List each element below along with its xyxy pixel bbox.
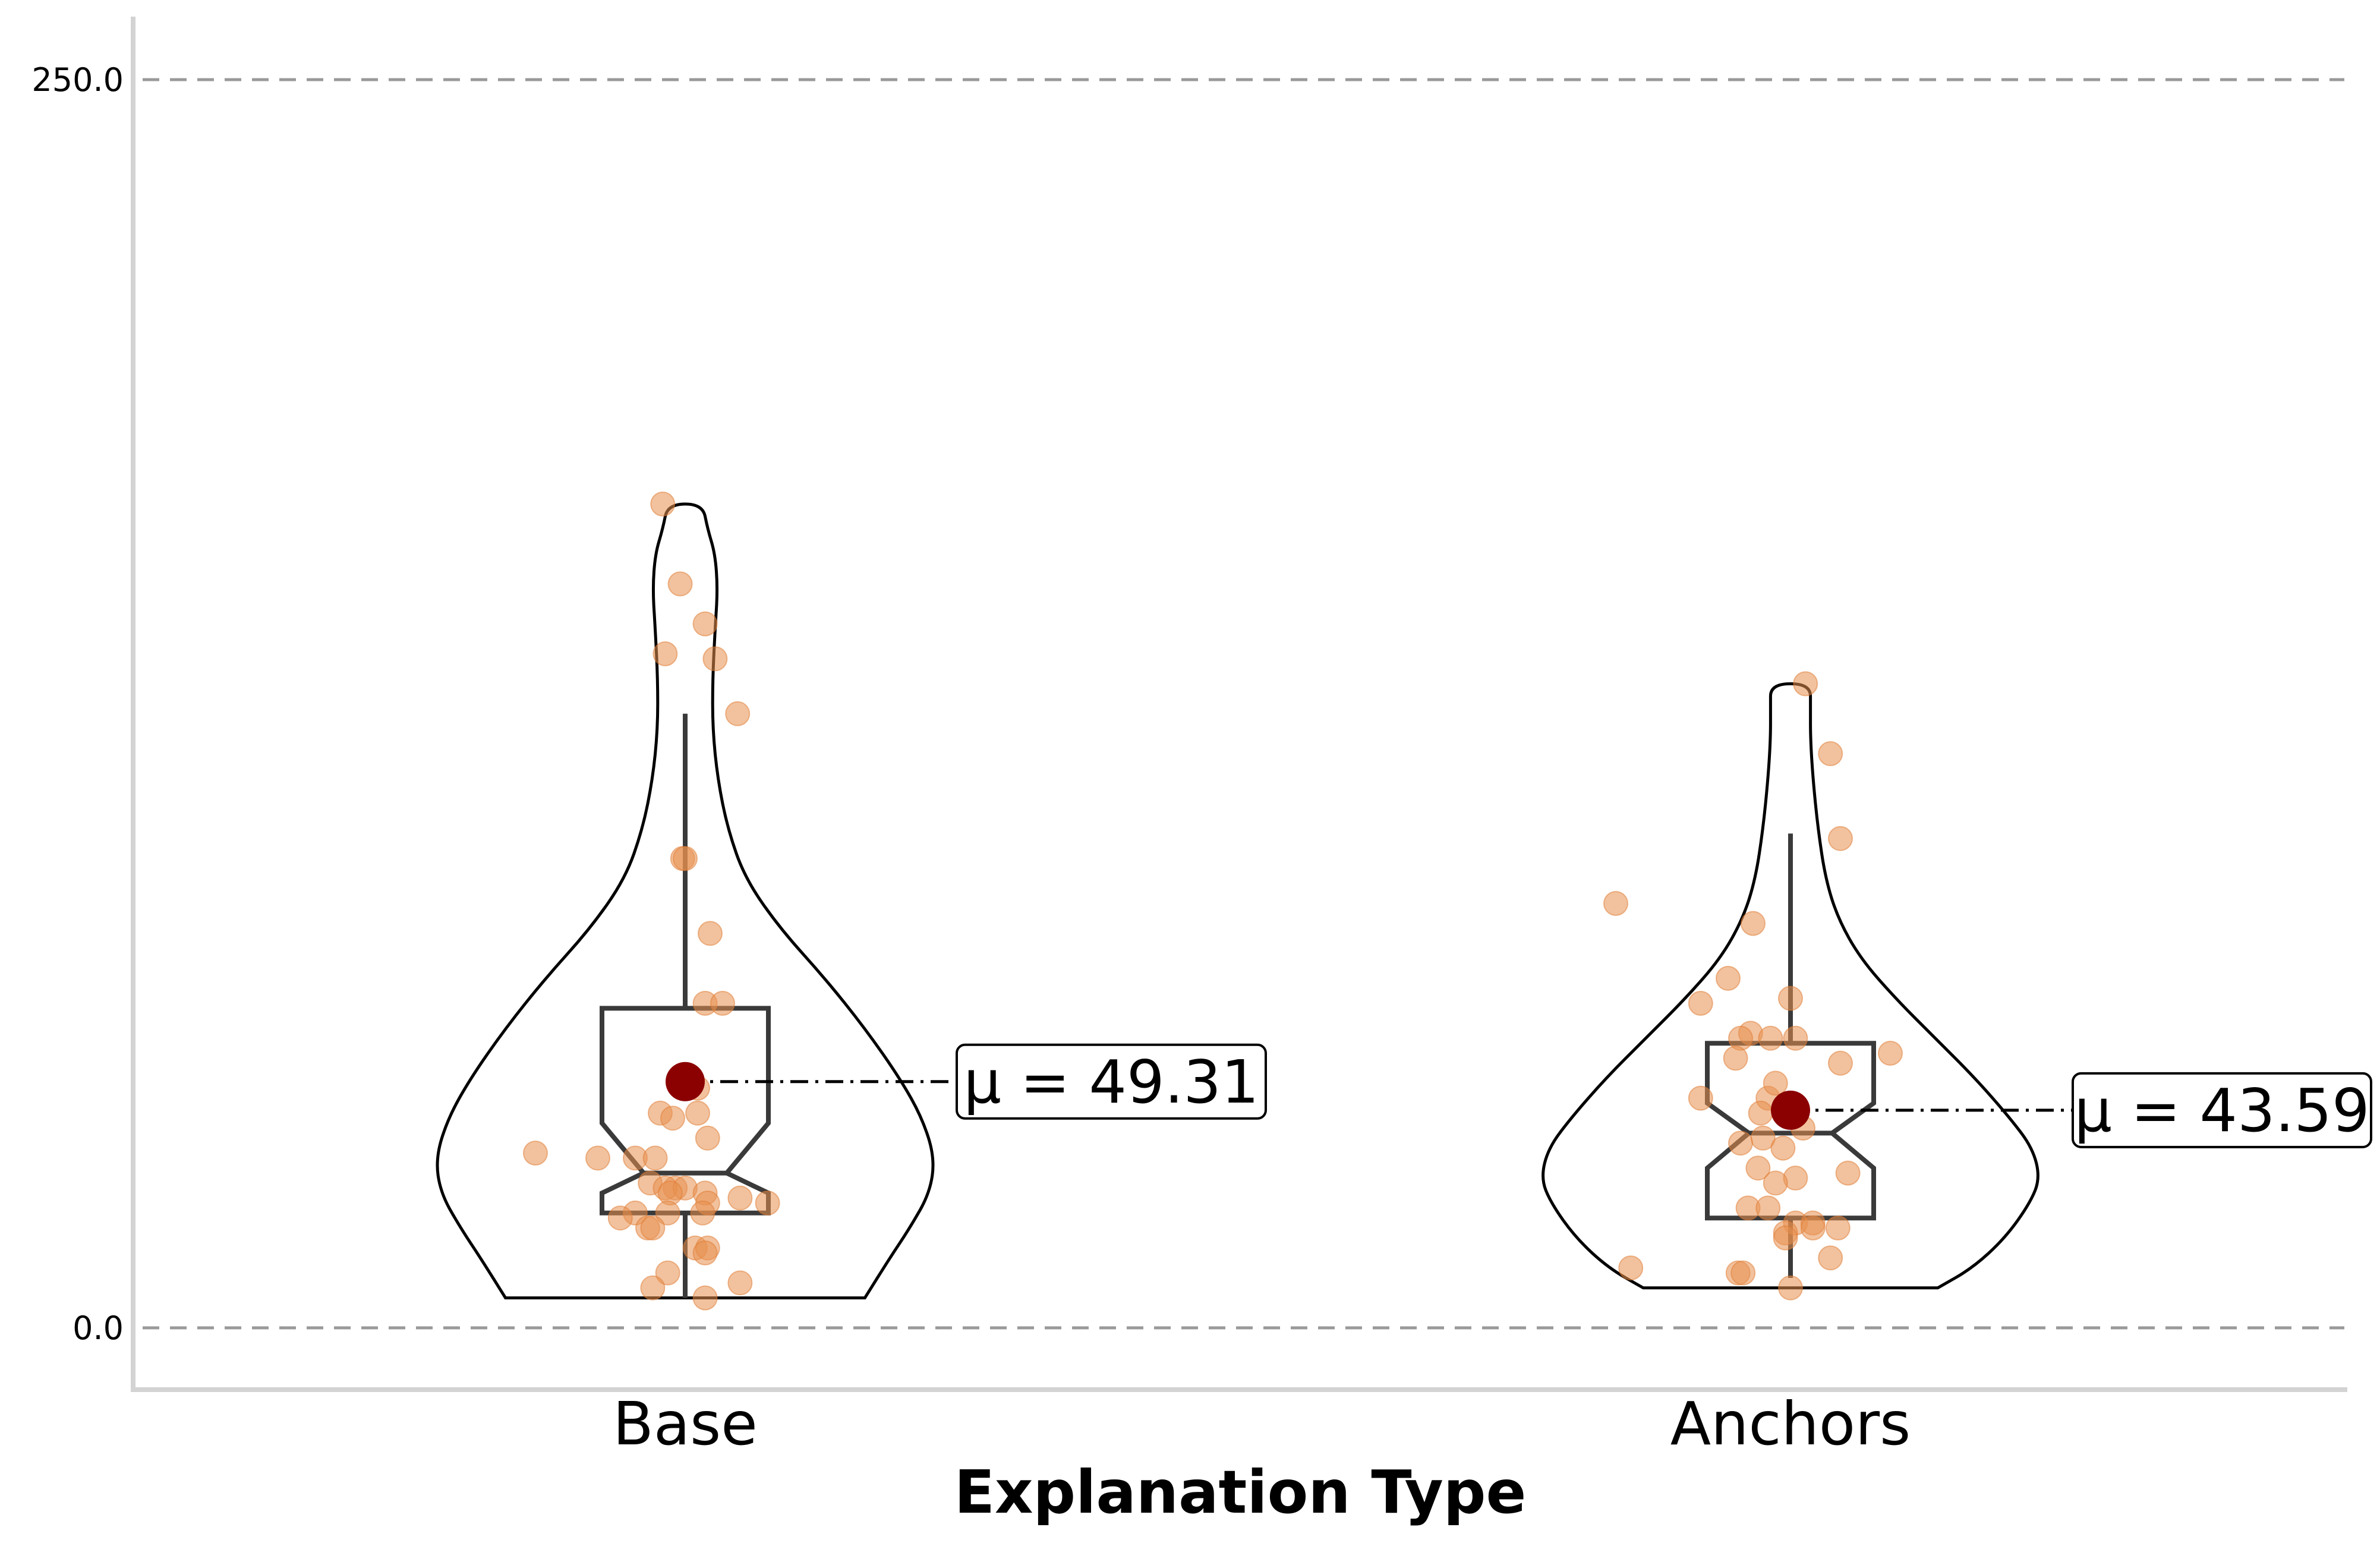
mean-marker [666,1062,705,1101]
violin-group-anchors: μ = 43.59 [1542,671,2372,1300]
y-tick-label: 0.0 [72,1309,124,1347]
data-point [695,1125,720,1151]
y-tick-label: 250.0 [31,61,124,99]
data-point [725,701,751,726]
data-point [1825,1215,1851,1240]
data-point [685,1100,710,1126]
data-point [667,571,693,597]
data-point [692,1285,718,1311]
data-point [652,641,678,666]
gridlines [143,78,2344,1330]
data-point [1728,1131,1753,1156]
data-point [690,1200,715,1226]
data-point [1773,1225,1798,1251]
data-point [660,1106,685,1131]
data-point [650,492,676,517]
data-point [673,846,698,871]
data-point [727,1185,753,1211]
y-tick-labels: 0.0 250.0 [31,61,124,1347]
data-point [1618,1255,1644,1281]
data-point [702,646,728,672]
data-point [1783,1025,1808,1051]
data-point [607,1205,633,1231]
data-point [1778,1275,1803,1300]
data-point [1818,741,1843,766]
mean-marker [1771,1090,1810,1130]
data-point [1763,1170,1788,1196]
data-point [1688,1085,1713,1111]
data-point [1730,1260,1756,1286]
data-point [1758,1025,1783,1051]
mean-label-box [2072,1072,2372,1148]
axes [131,17,2347,1392]
data-point [1763,1070,1788,1096]
data-point [692,1240,718,1265]
data-point [640,1215,666,1240]
data-point [727,1270,753,1296]
data-point [1793,671,1818,697]
data-point [655,1200,680,1226]
violins: μ = 49.31 μ = 43.59 [436,492,2372,1311]
x-axis-title: Explanation Type [954,1457,1527,1527]
data-point [1800,1215,1826,1240]
violin-outline [436,502,935,1300]
data-point [655,1260,680,1286]
data-point [1828,826,1853,851]
data-point [523,1141,548,1166]
data-point [698,921,723,946]
data-point [692,611,718,637]
data-point [1741,911,1766,936]
mean-label: μ = 43.59 [2074,1076,2369,1145]
data-point [640,1275,666,1300]
data-point [710,991,735,1016]
data-point [1688,991,1713,1016]
data-point [1770,1135,1796,1161]
data-point [1818,1245,1843,1271]
mean-label-box [956,1043,1267,1120]
data-point [1745,1155,1771,1181]
data-point [642,1145,668,1171]
x-category-label: Anchors [1670,1389,1911,1459]
data-point [1778,985,1803,1011]
data-point [1828,1050,1853,1076]
x-category-label: Base [613,1389,758,1459]
data-point [1748,1100,1773,1126]
data-point [1716,966,1741,991]
data-point [1723,1046,1748,1071]
notched-box [1705,1041,1876,1221]
data-point [1835,1160,1861,1186]
data-point [585,1145,610,1171]
data-point [1603,891,1628,916]
mean-label: μ = 49.31 [963,1047,1259,1117]
data-point [1878,1041,1903,1066]
data-point [1755,1195,1781,1221]
data-point [755,1191,780,1215]
x-category-labels: Base Anchors [613,1389,1911,1459]
violin-group-base: μ = 49.31 [436,492,1267,1311]
